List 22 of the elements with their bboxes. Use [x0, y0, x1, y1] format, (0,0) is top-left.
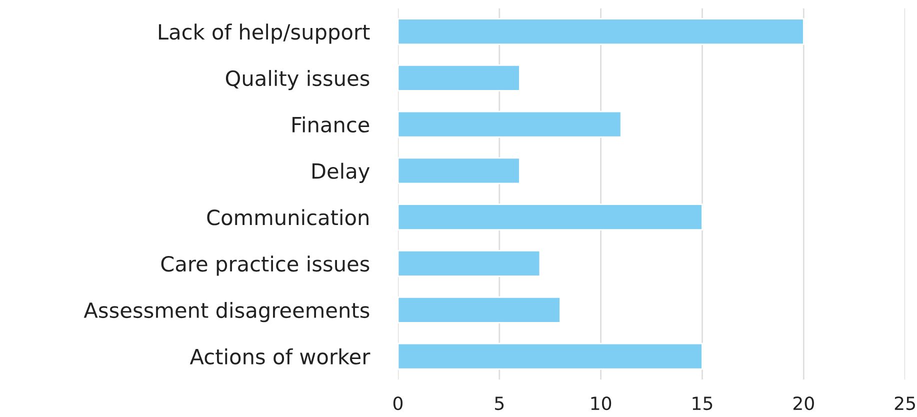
bar: [398, 342, 703, 370]
bar: [398, 296, 561, 324]
y-tick-label: Lack of help/support: [158, 24, 370, 44]
bar: [398, 157, 520, 184]
bar: [398, 64, 520, 92]
y-tick-label: Communication: [207, 209, 368, 226]
y-tick-label: Actions of worker: [190, 348, 370, 364]
bar: [398, 250, 541, 277]
bar: [398, 18, 804, 45]
y-tick-label: Assessment disagreements: [84, 302, 370, 322]
y-tick-label: Care practice issues: [161, 256, 370, 276]
x-tick-label: 15: [692, 396, 712, 410]
x-tick-label: 0: [393, 396, 403, 410]
bar: [398, 110, 622, 138]
x-tick-label: 5: [495, 396, 504, 410]
x-tick-label: 20: [793, 396, 814, 410]
y-tick-label: Finance: [292, 116, 370, 133]
bar: [398, 204, 703, 231]
y-tick-label: Quality issues: [226, 70, 370, 90]
x-tick-label: 25: [894, 396, 915, 410]
y-tick-label: Delay: [312, 162, 370, 183]
x-tick-label: 10: [591, 396, 612, 410]
